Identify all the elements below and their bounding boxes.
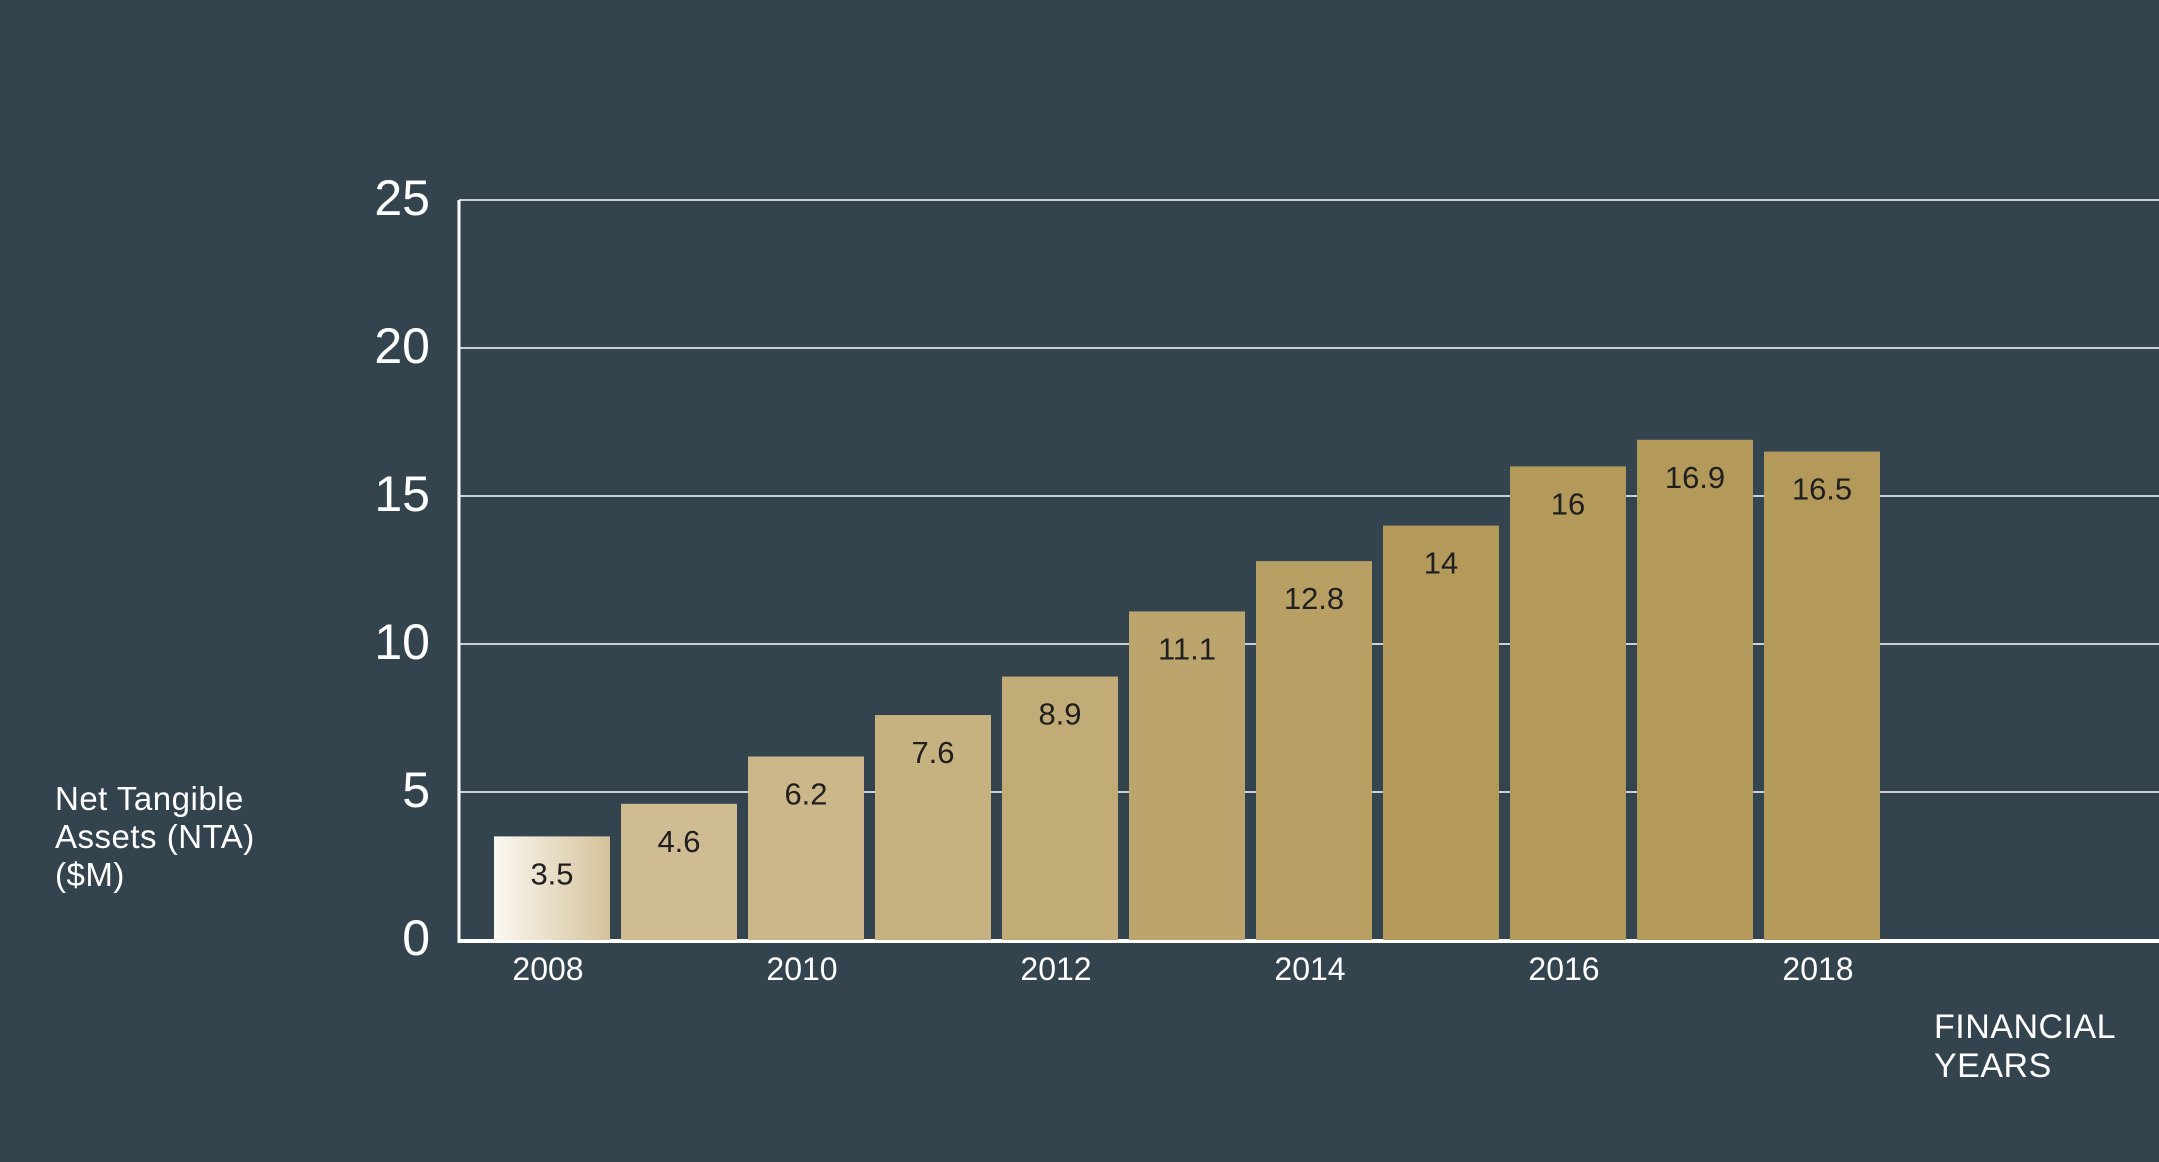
bar xyxy=(1256,561,1372,940)
x-tick-label: 2012 xyxy=(1020,951,1091,987)
x-tick-label: 2016 xyxy=(1528,951,1599,987)
data-label: 16.5 xyxy=(1792,472,1852,507)
data-label: 8.9 xyxy=(1038,697,1081,732)
bar xyxy=(748,756,864,940)
bar xyxy=(621,803,737,940)
data-label: 7.6 xyxy=(911,735,954,770)
bar xyxy=(1637,439,1753,940)
data-label: 6.2 xyxy=(784,776,827,811)
bar xyxy=(875,715,991,940)
bar xyxy=(1510,466,1626,940)
y-axis-label-line-3: ($M) xyxy=(55,856,125,893)
data-label: 3.5 xyxy=(530,856,573,891)
y-tick-label: 10 xyxy=(374,614,430,670)
bar xyxy=(1129,611,1245,940)
y-tick-label: 15 xyxy=(374,466,430,522)
bar xyxy=(1383,525,1499,940)
x-axis-label-line-1: FINANCIAL xyxy=(1934,1008,2117,1046)
x-tick-label: 2018 xyxy=(1782,951,1853,987)
y-axis-label: Net Tangible Assets (NTA) ($M) xyxy=(55,780,255,894)
x-axis-label: FINANCIAL YEARS xyxy=(1934,1008,2116,1086)
bar xyxy=(1002,676,1118,940)
bar xyxy=(494,836,610,940)
y-tick-label: 5 xyxy=(402,762,430,818)
data-label: 12.8 xyxy=(1284,581,1344,616)
x-tick-label: 2010 xyxy=(766,951,837,987)
x-tick-label: 2008 xyxy=(512,951,583,987)
y-tick-label: 0 xyxy=(402,910,430,966)
y-axis-label-line-2: Assets (NTA) xyxy=(55,818,255,855)
data-label: 14 xyxy=(1424,546,1458,581)
bar xyxy=(1764,451,1880,940)
data-label: 16 xyxy=(1551,486,1585,521)
y-tick-label: 20 xyxy=(374,318,430,374)
x-tick-label: 2014 xyxy=(1274,951,1345,987)
data-label: 16.9 xyxy=(1665,460,1725,495)
x-axis-label-line-2: YEARS xyxy=(1934,1047,2052,1085)
y-tick-label: 25 xyxy=(374,170,430,226)
data-label: 11.1 xyxy=(1158,631,1216,666)
data-label: 4.6 xyxy=(657,824,700,859)
y-axis-label-line-1: Net Tangible xyxy=(55,780,244,817)
